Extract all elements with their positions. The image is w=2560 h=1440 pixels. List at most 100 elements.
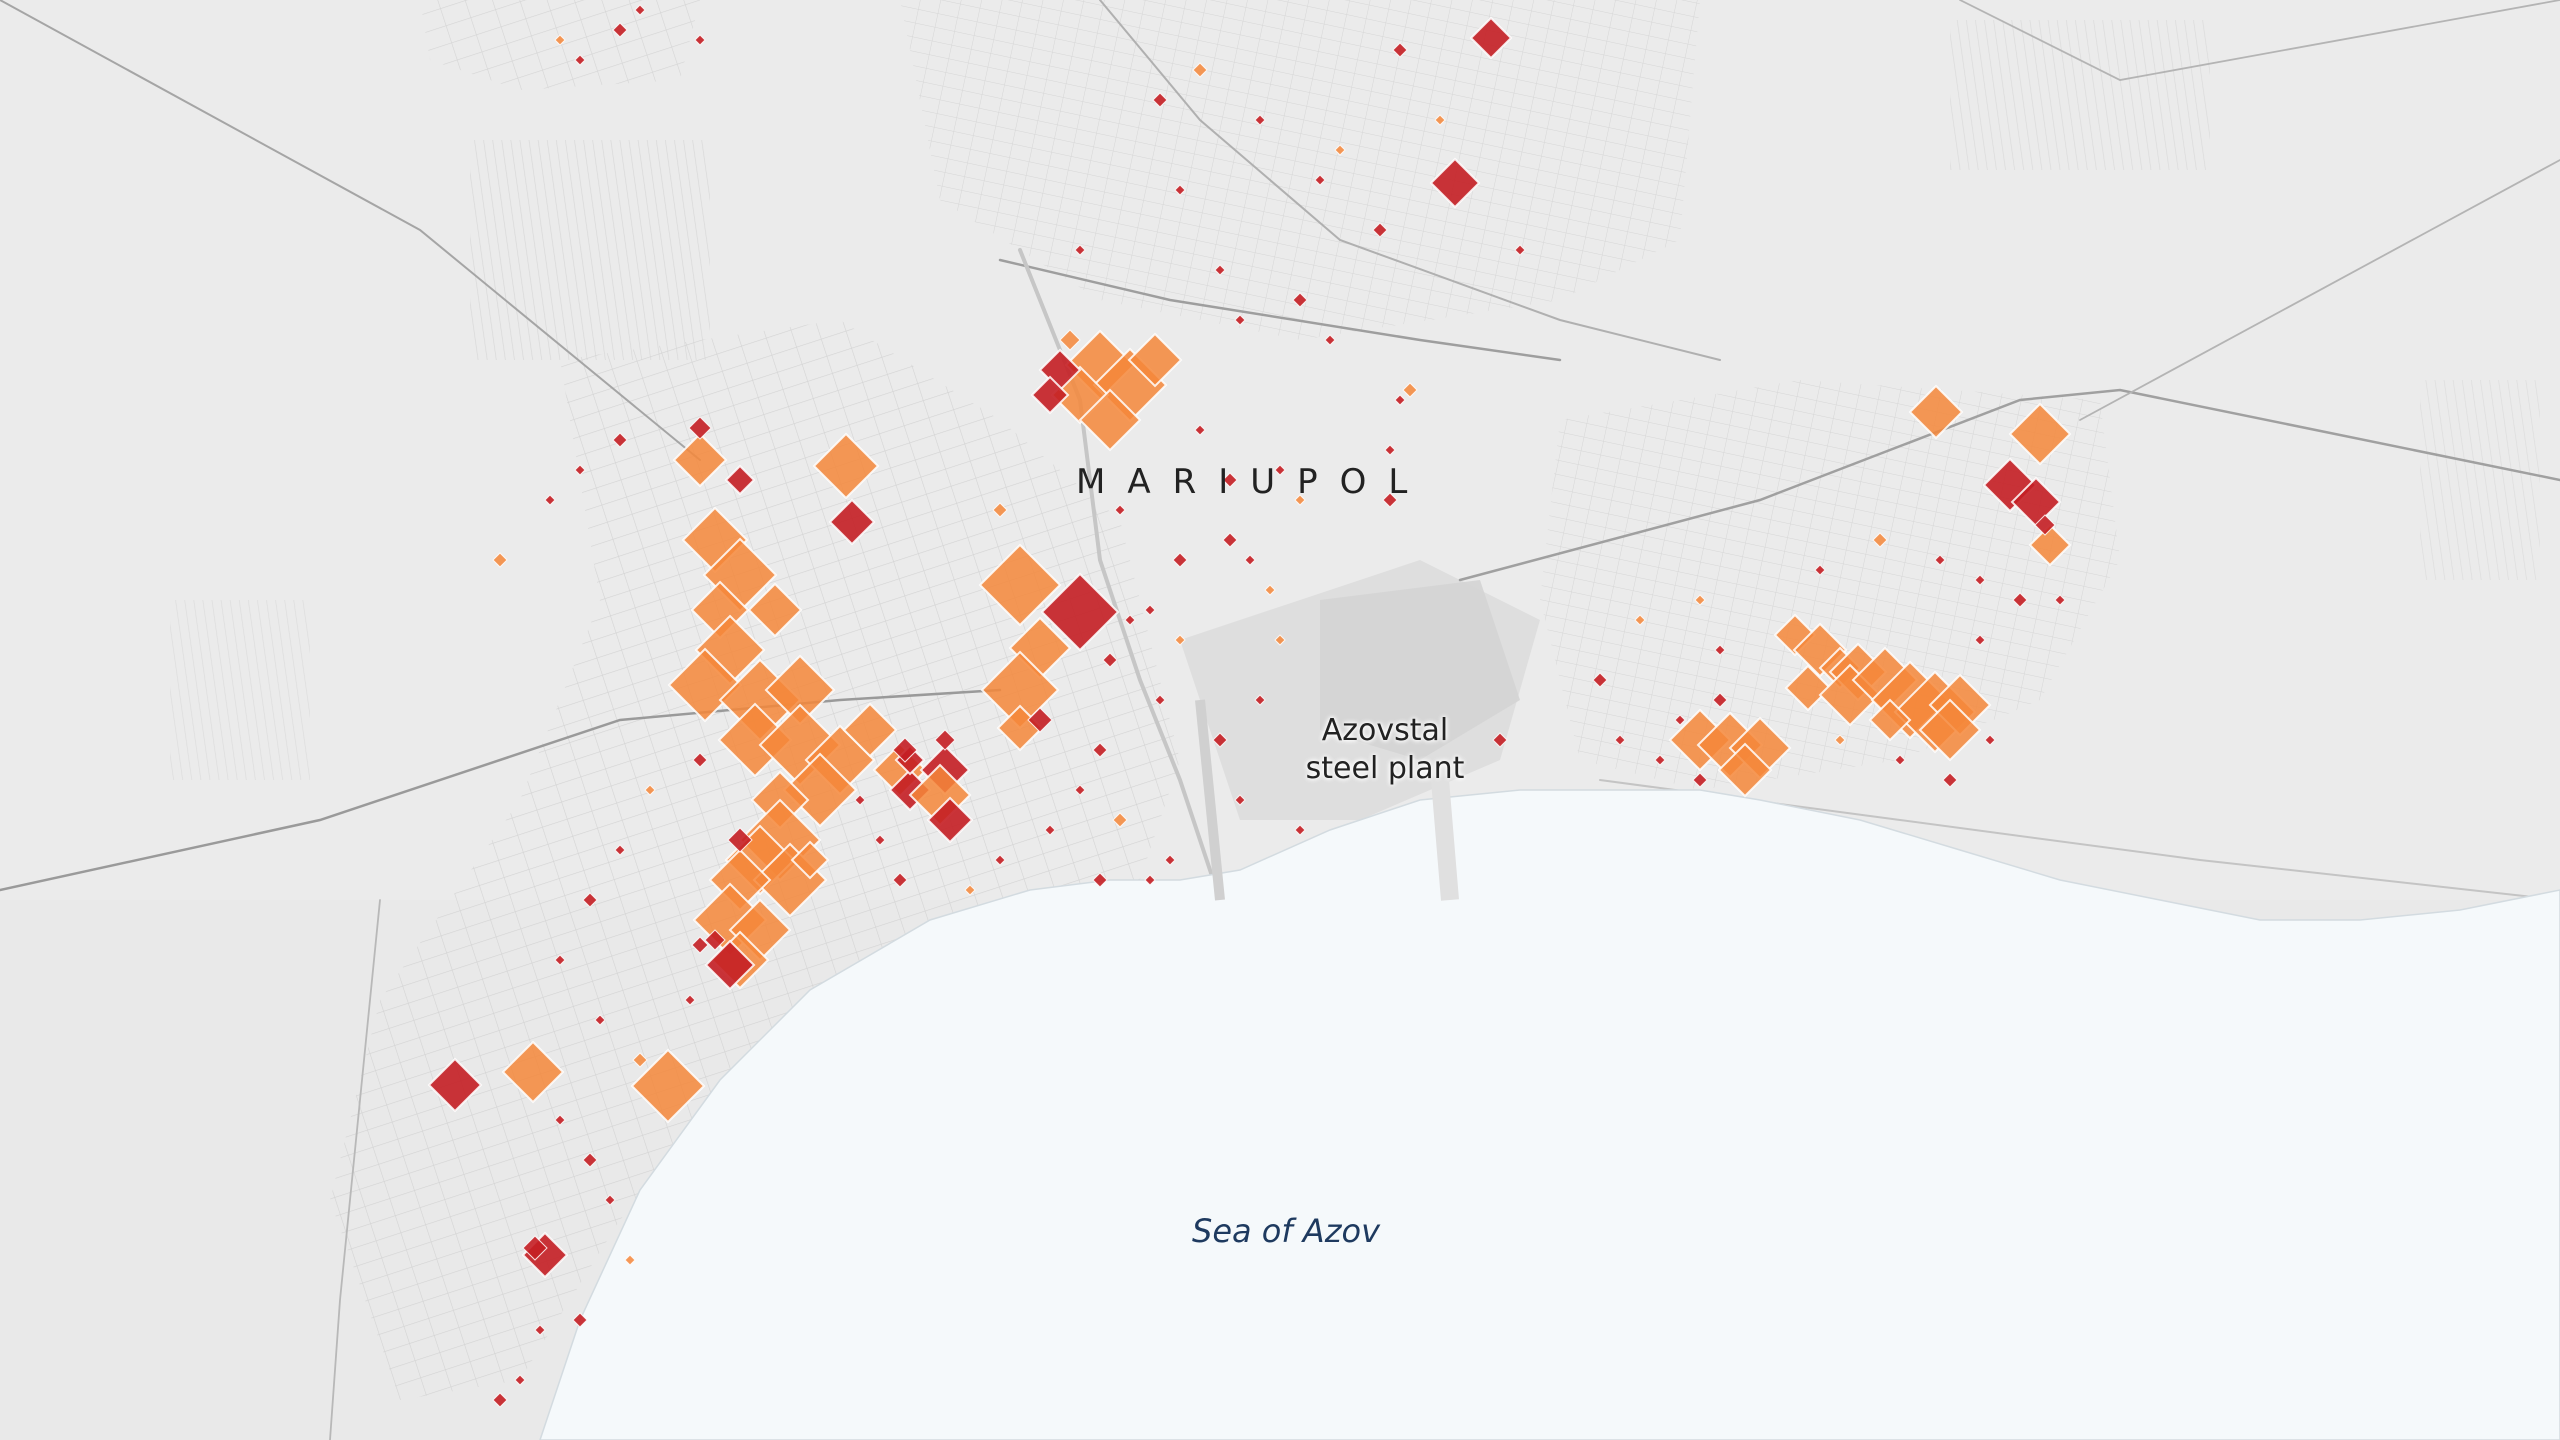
damage-marker-dark-red [572,1312,588,1328]
damage-marker-dark-red [1324,334,1336,346]
damage-marker-dark-red [2012,592,2028,608]
railway [998,258,1562,362]
damage-marker-dark-red [1074,244,1086,256]
damage-marker-orange [554,34,566,46]
damage-marker-dark-red [1654,754,1666,766]
landmark-label-line1: Azovstal [1321,713,1449,748]
damage-marker-dark-red [1294,824,1306,836]
damage-marker-dark-red [1044,824,1056,836]
damage-marker-dark-red [1714,644,1726,656]
damage-marker-dark-red [1984,734,1996,746]
damage-marker-dark-red [1314,174,1326,186]
damage-marker-orange [1918,698,1982,762]
damage-marker-dark-red [1027,707,1053,733]
damage-marker-dark-red [582,892,598,908]
damage-marker-orange [1694,594,1706,606]
damage-marker-dark-red [1212,732,1228,748]
damage-marker-dark-red [574,464,586,476]
damage-marker-dark-red [1429,157,1481,209]
damage-marker-orange [1334,144,1346,156]
breakwater [1431,779,1459,901]
damage-marker-dark-red [828,498,876,546]
damage-marker-dark-red [554,1114,566,1126]
damage-marker-dark-red [1222,532,1238,548]
damage-marker-dark-red [2054,594,2066,606]
damage-marker-dark-red [1372,222,1388,238]
damage-marker-dark-red [1174,184,1186,196]
damage-marker-orange [1078,388,1142,452]
urban-fabric-north [900,0,1700,340]
damage-marker-orange [790,840,830,880]
damage-marker-orange [1834,734,1846,746]
damage-marker-dark-red [892,872,908,888]
damage-marker-orange [2028,523,2072,567]
damage-marker-orange [1059,329,1081,351]
damage-marker-orange [1868,698,1912,742]
damage-marker-orange [1634,614,1646,626]
damage-marker-orange [1784,664,1832,712]
damage-marker-orange [1402,382,1418,398]
damage-marker-dark-red [1394,394,1406,406]
damage-marker-dark-red [634,4,646,16]
damage-marker-dark-red [594,1014,606,1026]
damage-marker-dark-red [1254,694,1266,706]
damage-marker-dark-red [934,729,956,751]
damage-marker-dark-red [874,834,886,846]
damage-marker-dark-red [994,854,1006,866]
damage-marker-orange [630,1048,706,1124]
damage-marker-orange [1192,62,1208,78]
damage-marker-dark-red [724,464,756,496]
damage-marker-dark-red [1152,92,1168,108]
sea-layer [539,699,2560,1440]
damage-marker-dark-red [534,1324,546,1336]
damage-marker-orange [747,582,803,638]
damage-marker-dark-red [854,794,866,806]
highway [1099,0,1721,361]
damage-marker-dark-red [1234,794,1246,806]
damage-marker-dark-red [522,1235,548,1261]
fields-east [2420,380,2540,580]
damage-marker-dark-red [1934,554,1946,566]
damage-marker-orange [2008,402,2072,466]
damage-marker-dark-red [1254,114,1266,126]
damage-marker-dark-red [1292,292,1308,308]
damage-marker-dark-red [1382,492,1398,508]
highway [0,688,1002,892]
damage-marker-dark-red [727,827,753,853]
damage-marker-orange [644,784,656,796]
damage-marker-dark-red [926,796,974,844]
breakwater [1195,699,1225,901]
damage-marker-dark-red [492,1392,508,1408]
damage-marker-dark-red [514,1374,526,1386]
city-label: MARIUPOL [1076,462,1430,502]
sea [539,789,2560,1440]
damage-marker-orange [1174,634,1186,646]
damage-marker-dark-red [612,22,628,38]
landmark-label-line2: steel plant [1305,751,1465,786]
damage-marker-dark-red [694,34,706,46]
damage-marker-dark-red [604,1194,616,1206]
damage-marker-orange [782,752,858,828]
damage-marker-dark-red [1974,574,1986,586]
damage-marker-dark-red [1124,614,1136,626]
damage-marker-dark-red [1030,375,1070,415]
damage-marker-dark-red [1942,772,1958,788]
damage-marker-orange [1264,584,1276,596]
damage-marker-dark-red [2034,514,2056,536]
damage-marker-orange [842,702,898,758]
fields-north [1950,20,2210,170]
damage-marker-orange [812,432,880,500]
damage-marker-orange [1434,114,1446,126]
damage-marker-dark-red [704,929,726,951]
damage-marker-dark-red [427,1057,483,1113]
fields-northwest [470,140,710,360]
damage-marker-dark-red [1040,572,1120,652]
damage-marker-orange [1127,332,1183,388]
damage-marker-orange [632,1052,648,1068]
highway [2079,159,2560,421]
damage-marker-dark-red [1214,264,1226,276]
damage-marker-dark-red [704,939,756,991]
damage-marker-dark-red [1092,872,1108,888]
damage-marker-dark-red [684,994,696,1006]
